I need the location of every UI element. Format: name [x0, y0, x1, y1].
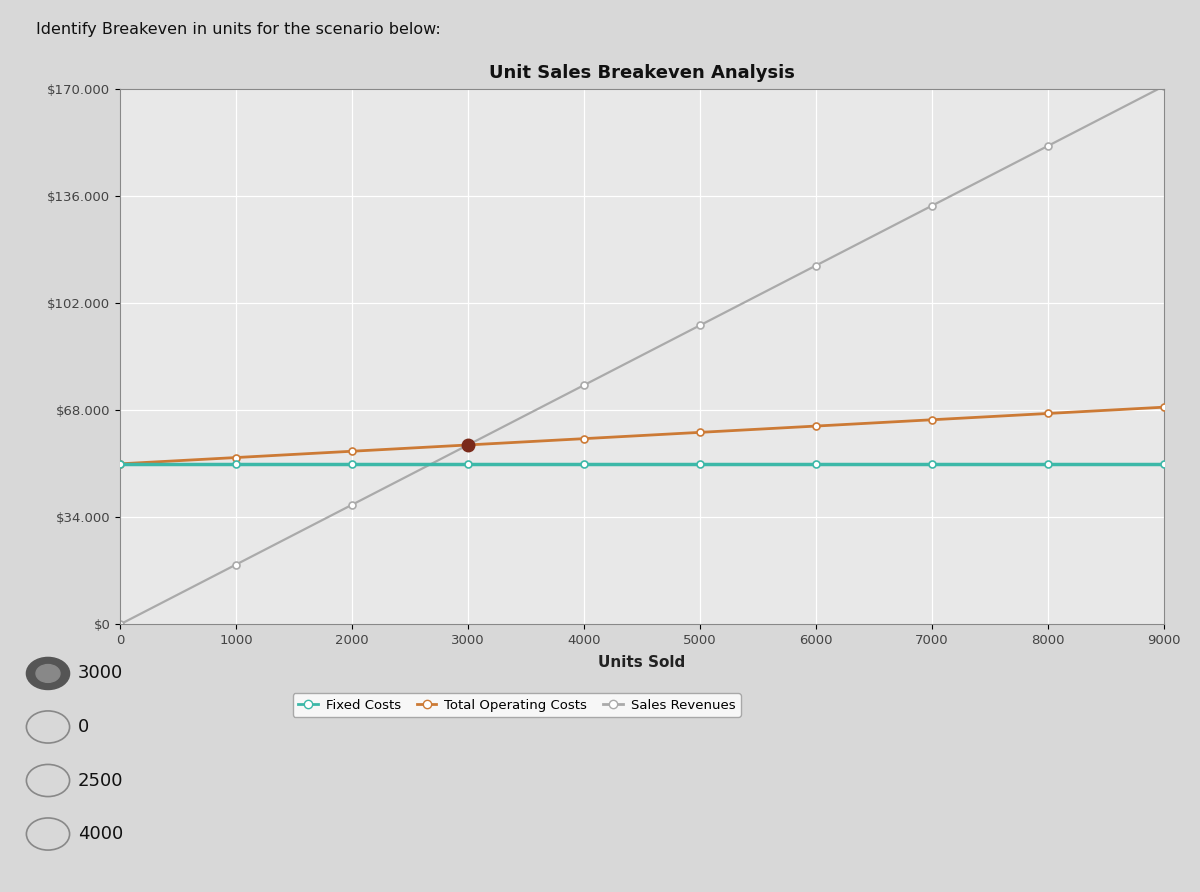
Total Operating Costs — [577, 434, 592, 444]
Total Operating Costs — [692, 427, 707, 438]
Total Operating Costs — [1157, 401, 1171, 412]
Fixed Costs — [344, 458, 359, 469]
Legend: Fixed Costs, Total Operating Costs, Sales Revenues: Fixed Costs, Total Operating Costs, Sale… — [293, 693, 740, 717]
Sales Revenues — [1157, 80, 1171, 91]
Text: 2500: 2500 — [78, 772, 124, 789]
Total Operating Costs — [461, 440, 475, 450]
Sales Revenues — [344, 500, 359, 510]
Sales Revenues — [925, 201, 940, 211]
Sales Revenues — [461, 440, 475, 450]
Fixed Costs — [925, 458, 940, 469]
Fixed Costs — [809, 458, 823, 469]
Fixed Costs — [113, 458, 127, 469]
Fixed Costs — [229, 458, 244, 469]
Total Operating Costs — [809, 421, 823, 432]
Fixed Costs — [461, 458, 475, 469]
Text: 3000: 3000 — [78, 665, 124, 682]
Sales Revenues — [692, 320, 707, 331]
Sales Revenues — [113, 619, 127, 630]
Text: Identify Breakeven in units for the scenario below:: Identify Breakeven in units for the scen… — [36, 22, 440, 37]
Text: 0: 0 — [78, 718, 89, 736]
Total Operating Costs — [229, 452, 244, 463]
Total Operating Costs — [344, 446, 359, 457]
Sales Revenues — [1040, 141, 1055, 152]
Fixed Costs — [692, 458, 707, 469]
Line: Sales Revenues: Sales Revenues — [116, 83, 1168, 628]
Fixed Costs — [1040, 458, 1055, 469]
Line: Fixed Costs: Fixed Costs — [116, 460, 1168, 467]
Fixed Costs — [1157, 458, 1171, 469]
Sales Revenues — [809, 260, 823, 271]
Total Operating Costs — [1040, 409, 1055, 419]
Line: Total Operating Costs: Total Operating Costs — [116, 404, 1168, 467]
Text: 4000: 4000 — [78, 825, 124, 843]
Sales Revenues — [577, 380, 592, 391]
Sales Revenues — [229, 559, 244, 570]
Fixed Costs — [577, 458, 592, 469]
Total Operating Costs — [113, 458, 127, 469]
X-axis label: Units Sold: Units Sold — [599, 656, 685, 671]
Title: Unit Sales Breakeven Analysis: Unit Sales Breakeven Analysis — [490, 64, 794, 82]
Total Operating Costs — [925, 415, 940, 425]
